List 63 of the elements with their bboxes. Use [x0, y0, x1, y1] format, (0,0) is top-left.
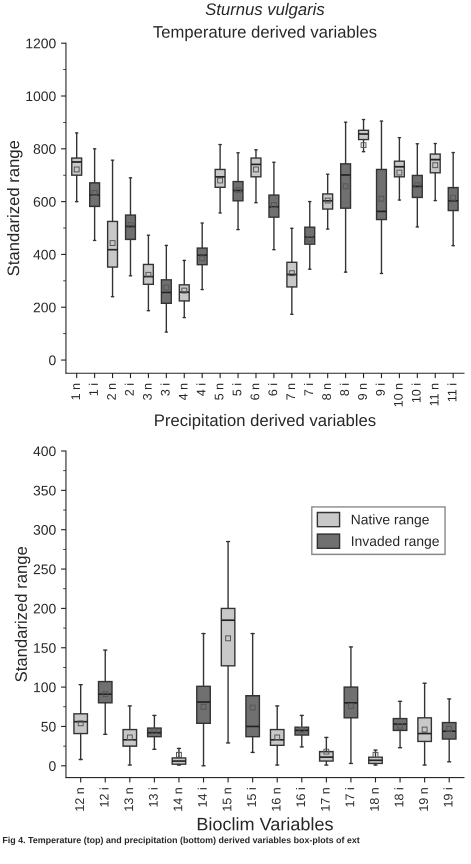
x-tick-label: 18 n: [370, 788, 379, 811]
x-tick-label: 15 i: [246, 788, 256, 807]
x-tick-label: 19 n: [419, 788, 428, 811]
x-tick-label: 18 i: [394, 788, 404, 807]
y-tick-label: 1000: [26, 91, 56, 102]
x-tick-label: 16 i: [296, 788, 306, 807]
x-tick-label: 6 i: [268, 384, 278, 396]
y-tick-label: 0: [49, 761, 56, 771]
x-tick-label: 6 n: [250, 384, 260, 400]
x-tick-label: 8 n: [322, 384, 332, 400]
chart-title: Temperature derived variables: [153, 26, 376, 42]
y-tick-label: 350: [34, 486, 56, 496]
x-tick-label: 17 n: [320, 788, 330, 811]
x-tick-label: 11 n: [430, 384, 438, 406]
x-axis-title: Bioclim Variables: [198, 817, 333, 830]
x-tick-label: 14 i: [198, 788, 207, 807]
x-tick-label: 17 i: [345, 788, 354, 807]
x-tick-label: 12 i: [99, 788, 108, 807]
x-tick-label: 19 i: [443, 788, 453, 807]
chart-title: Precipitation derived variables: [155, 414, 376, 430]
x-tick-label: 10 n: [394, 384, 403, 406]
x-tick-label: 1 i: [88, 384, 98, 396]
caption: Fig 4. Temperature (top) and precipitation (bottom) derived variables box-plots of ext: [2, 836, 360, 845]
y-tick-label: 300: [34, 525, 56, 535]
x-tick-label: 3 i: [160, 384, 170, 396]
legend-label: Native range: [352, 514, 429, 528]
x-tick-label: 7 i: [304, 384, 313, 396]
y-axis-title: Standarized range: [7, 140, 23, 276]
x-tick-label: 10 i: [411, 384, 421, 402]
x-tick-label: 4 n: [178, 384, 188, 400]
x-tick-label: 5 n: [214, 384, 224, 400]
x-tick-label: 1 n: [71, 384, 80, 400]
y-tick-label: 800: [34, 144, 56, 154]
x-tick-label: 11 i: [447, 384, 456, 402]
x-tick-label: 12 n: [75, 788, 84, 811]
x-tick-label: 16 n: [272, 788, 281, 811]
x-tick-label: 2 n: [107, 384, 116, 400]
y-tick-label: 200: [34, 302, 56, 312]
x-tick-label: 4 i: [196, 384, 206, 396]
x-tick-label: 2 i: [124, 384, 134, 396]
y-axis-title: Standarized range: [14, 546, 30, 682]
chart-subtitle: Sturnus vulgaris: [206, 2, 324, 18]
y-tick-label: 400: [33, 446, 56, 456]
y-tick-label: 50: [41, 722, 56, 732]
y-tick-label: 0: [49, 355, 56, 366]
x-tick-label: 14 n: [174, 788, 182, 811]
x-tick-label: 5 i: [232, 384, 242, 396]
y-tick-label: 400: [33, 250, 56, 260]
y-tick-label: 250: [34, 564, 56, 574]
y-tick-label: 1200: [26, 38, 56, 48]
legend-label: Invaded range: [352, 536, 439, 549]
y-tick-label: 150: [34, 643, 56, 653]
x-tick-label: 15 n: [222, 788, 232, 811]
y-tick-label: 100: [34, 682, 56, 692]
x-tick-label: 9 i: [376, 384, 385, 396]
x-tick-label: 7 n: [286, 384, 296, 400]
x-tick-label: 8 i: [340, 384, 349, 396]
x-tick-label: 3 n: [142, 384, 152, 400]
y-tick-label: 600: [34, 196, 56, 207]
x-tick-label: 13 n: [124, 788, 134, 811]
x-tick-label: 9 n: [358, 384, 367, 400]
x-tick-label: 13 i: [148, 788, 158, 807]
y-tick-label: 200: [34, 604, 56, 614]
